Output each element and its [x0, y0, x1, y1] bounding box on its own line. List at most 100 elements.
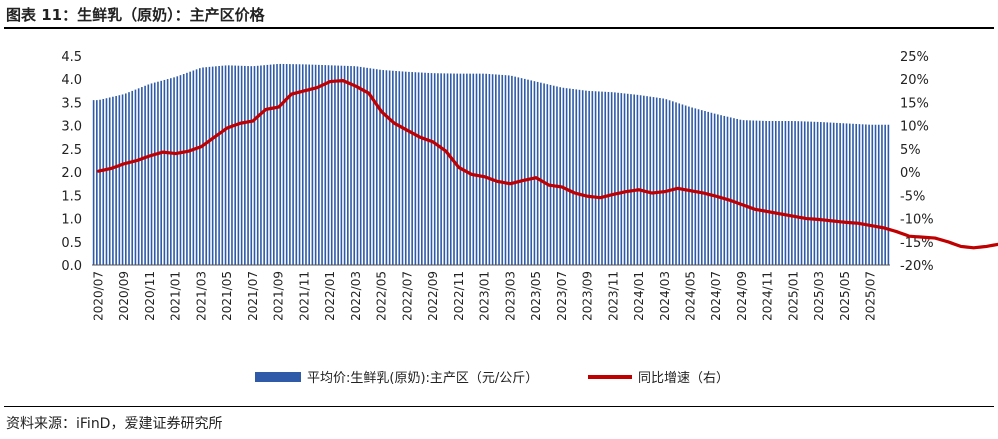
price-bar — [678, 103, 681, 266]
price-bar — [282, 63, 285, 266]
price-bar — [758, 120, 761, 265]
price-bar — [440, 73, 442, 265]
price-bar — [237, 65, 240, 265]
price-bar — [398, 71, 401, 266]
price-bar — [285, 64, 288, 265]
yoy-line — [96, 79, 998, 250]
price-bar — [298, 64, 301, 265]
price-bar — [427, 72, 430, 265]
price-bar — [176, 76, 179, 265]
price-bar — [202, 67, 204, 265]
price-bar — [511, 75, 513, 265]
price-bar — [112, 96, 114, 265]
price-bar — [443, 73, 446, 265]
price-bar — [289, 64, 291, 265]
price-bar — [565, 88, 568, 265]
price-bar — [655, 97, 658, 265]
price-bar — [234, 65, 236, 265]
x-tick: 2024/09 — [735, 271, 749, 321]
price-bar — [848, 123, 851, 265]
y-left-tick: 3.5 — [61, 96, 82, 111]
x-tick: 2020/07 — [91, 271, 105, 321]
price-bar — [514, 76, 516, 265]
price-bar — [762, 120, 764, 265]
price-bar — [852, 123, 854, 265]
price-bar — [273, 64, 275, 265]
price-bar — [720, 115, 722, 265]
price-bar — [495, 74, 497, 266]
price-bar — [688, 106, 690, 265]
price-bar — [874, 124, 877, 266]
price-bar — [231, 65, 233, 266]
price-bar — [643, 95, 645, 266]
price-bar — [675, 102, 677, 265]
x-tick: 2022/09 — [426, 271, 440, 321]
price-bar — [636, 94, 639, 265]
legend-bar-label: 平均价:生鲜乳(原奶):主产区（元/公斤） — [307, 371, 538, 386]
price-bar — [472, 73, 475, 266]
price-bar — [807, 121, 809, 265]
y-left-tick: 4.0 — [61, 73, 82, 88]
price-bar — [681, 104, 684, 265]
price-bar — [392, 70, 394, 265]
price-bar — [697, 109, 700, 266]
price-bar — [160, 80, 162, 265]
price-bar — [865, 124, 867, 265]
price-bar — [868, 124, 870, 266]
price-bar — [861, 124, 864, 265]
price-bar — [192, 70, 195, 265]
y-left-tick: 2.5 — [61, 143, 82, 158]
y-left-tick: 3.0 — [61, 120, 82, 135]
x-tick: 2023/07 — [555, 271, 569, 321]
price-bar — [742, 120, 745, 266]
price-bar — [630, 94, 632, 265]
price-bar — [375, 69, 378, 265]
chart-title: 图表 11：生鲜乳（原奶）：主产区价格 — [6, 6, 265, 24]
price-bar — [778, 121, 780, 266]
price-bar — [755, 120, 758, 266]
price-bar — [771, 121, 774, 266]
price-bar — [578, 89, 581, 265]
price-bar — [260, 65, 262, 265]
price-bar — [794, 121, 796, 265]
price-bar — [388, 70, 391, 265]
price-bar — [437, 73, 439, 265]
price-bar — [572, 89, 574, 265]
price-bar — [263, 65, 265, 265]
x-tick: 2022/03 — [349, 271, 363, 321]
price-bar — [620, 93, 623, 265]
price-bar — [523, 78, 526, 266]
price-bar — [218, 66, 220, 265]
price-bar — [530, 80, 533, 265]
x-tick: 2024/11 — [761, 271, 775, 321]
price-bar — [877, 124, 880, 266]
price-bar — [118, 95, 121, 265]
price-bar — [347, 65, 349, 266]
price-bar — [739, 119, 742, 265]
price-bar — [456, 73, 459, 265]
price-bar — [124, 93, 127, 265]
price-bar — [713, 113, 716, 266]
y-left-tick: 0.0 — [61, 259, 82, 274]
price-bar — [372, 68, 375, 265]
price-bar — [198, 68, 201, 265]
price-bar — [366, 67, 368, 265]
price-bar — [858, 124, 861, 265]
price-bar — [144, 85, 146, 265]
x-tick: 2024/07 — [709, 271, 723, 321]
price-bar — [401, 71, 404, 265]
price-bar — [128, 92, 130, 265]
price-bar — [469, 73, 471, 266]
price-bar — [466, 73, 468, 266]
price-bar — [340, 65, 343, 265]
price-bar — [92, 100, 95, 266]
price-bar — [244, 65, 246, 266]
x-tick: 2024/03 — [658, 271, 672, 321]
price-bar — [733, 118, 735, 266]
x-tick: 2025/05 — [838, 271, 852, 321]
price-bar — [768, 121, 771, 266]
price-bar — [774, 121, 777, 266]
price-bar — [597, 91, 600, 265]
price-bar — [552, 85, 555, 265]
price-bar — [211, 66, 214, 265]
